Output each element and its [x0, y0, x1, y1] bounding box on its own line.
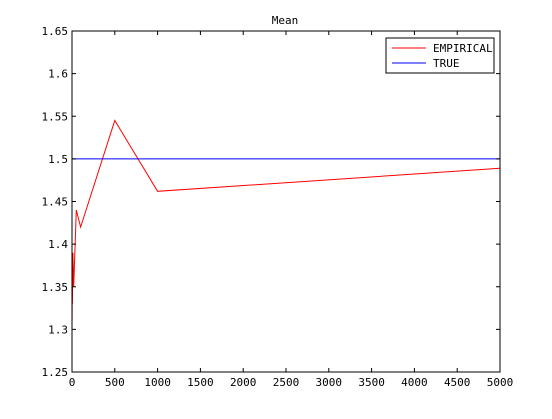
- x-axis: 0 500 1000 1500 2000 2500 3000 3500 4000 4500 5000: [69, 31, 514, 389]
- x-tick-label: 2000: [230, 376, 257, 389]
- y-axis: 1.25 1.3 1.35 1.4 1.45 1.5 1.55 1.6 1.65: [42, 25, 500, 379]
- chart-title: Mean: [272, 14, 299, 27]
- x-tick-label: 3000: [316, 376, 343, 389]
- y-tick-label: 1.3: [48, 323, 68, 336]
- y-tick-label: 1.25: [42, 366, 69, 379]
- x-tick-label: 1500: [187, 376, 214, 389]
- y-tick-label: 1.45: [42, 196, 69, 209]
- x-tick-label: 500: [105, 376, 125, 389]
- legend-box: [385, 37, 495, 74]
- y-tick-label: 1.55: [42, 110, 69, 123]
- plot-area: [72, 31, 500, 372]
- y-tick-label: 1.4: [48, 238, 68, 251]
- y-tick-label: 1.35: [42, 281, 69, 294]
- x-tick-label: 4500: [444, 376, 471, 389]
- y-tick-label: 1.6: [48, 68, 68, 81]
- legend-label-true: TRUE: [433, 57, 460, 70]
- y-tick-label: 1.5: [48, 153, 68, 166]
- y-tick-label: 1.65: [42, 25, 69, 38]
- x-tick-label: 5000: [487, 376, 514, 389]
- legend-label-empirical: EMPIRICAL: [433, 42, 493, 55]
- legend: EMPIRICAL TRUE: [385, 37, 495, 74]
- x-tick-label: 0: [69, 376, 76, 389]
- x-tick-label: 4000: [401, 376, 428, 389]
- x-tick-label: 3500: [358, 376, 385, 389]
- x-tick-label: 2500: [273, 376, 300, 389]
- x-tick-label: 1000: [144, 376, 171, 389]
